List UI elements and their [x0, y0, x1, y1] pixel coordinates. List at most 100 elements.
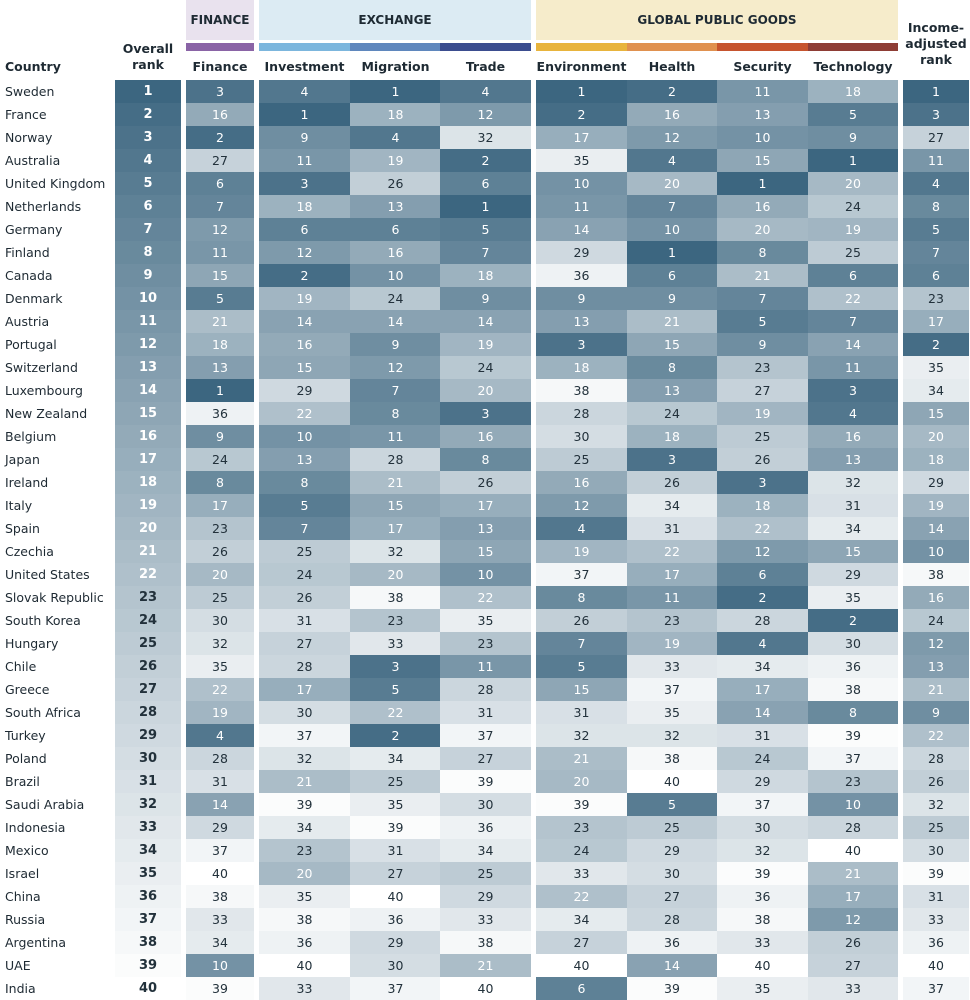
cell-trade: 15: [440, 540, 531, 563]
cell-investment: 15: [259, 356, 350, 379]
cell-finance: 37: [186, 839, 254, 862]
cell-security: 12: [717, 540, 808, 563]
cell-income-adjusted-rank: 39: [903, 862, 969, 885]
cell-finance: 31: [186, 770, 254, 793]
cell-investment: 38: [259, 908, 350, 931]
header-environment: Environment: [536, 59, 627, 74]
cell-income-adjusted-rank: 16: [903, 586, 969, 609]
cell-health: 10: [627, 218, 717, 241]
group-header-global-public-goods: GLOBAL PUBLIC GOODS: [536, 0, 898, 40]
cell-security: 19: [717, 402, 808, 425]
cell-health: 28: [627, 908, 717, 931]
cell-health: 33: [627, 655, 717, 678]
cell-trade: 31: [440, 701, 531, 724]
cell-investment: 12: [259, 241, 350, 264]
cell-income-adjusted-rank: 1: [903, 80, 969, 103]
cell-environment: 35: [536, 149, 627, 172]
cell-health: 4: [627, 149, 717, 172]
cell-income-adjusted-rank: 37: [903, 977, 969, 1000]
group-label-finance: FINANCE: [190, 13, 250, 27]
country-label: India: [5, 981, 36, 996]
cell-technology: 7: [808, 310, 898, 333]
cell-health: 19: [627, 632, 717, 655]
cell-finance: 19: [186, 701, 254, 724]
cell-overall-rank: 14: [115, 379, 181, 402]
header-income-line2: adjusted: [905, 36, 967, 51]
cell-trade: 36: [440, 816, 531, 839]
cell-finance: 39: [186, 977, 254, 1000]
cell-environment: 15: [536, 678, 627, 701]
cell-health: 21: [627, 310, 717, 333]
cell-income-adjusted-rank: 31: [903, 885, 969, 908]
cell-migration: 15: [350, 494, 441, 517]
header-finance: Finance: [192, 59, 248, 74]
cell-finance: 29: [186, 816, 254, 839]
header-overall-line1: Overall: [122, 41, 174, 56]
country-label: Saudi Arabia: [5, 797, 85, 812]
cell-technology: 12: [808, 908, 898, 931]
cell-health: 23: [627, 609, 717, 632]
cell-migration: 14: [350, 310, 441, 333]
cell-income-adjusted-rank: 40: [903, 954, 969, 977]
cell-income-adjusted-rank: 9: [903, 701, 969, 724]
cell-overall-rank: 6: [115, 195, 181, 218]
country-label: Belgium: [5, 429, 57, 444]
cell-income-adjusted-rank: 12: [903, 632, 969, 655]
cell-investment: 34: [259, 816, 350, 839]
cell-trade: 11: [440, 655, 531, 678]
cell-environment: 29: [536, 241, 627, 264]
cell-security: 10: [717, 126, 808, 149]
cell-trade: 8: [440, 448, 531, 471]
cell-overall-rank: 15: [115, 402, 181, 425]
cell-trade: 7: [440, 241, 531, 264]
cell-investment: 22: [259, 402, 350, 425]
cell-finance: 16: [186, 103, 254, 126]
cell-investment: 9: [259, 126, 350, 149]
cell-overall-rank: 38: [115, 931, 181, 954]
cell-finance: 35: [186, 655, 254, 678]
cell-migration: 5: [350, 678, 441, 701]
cell-health: 29: [627, 839, 717, 862]
header-migration: Migration: [361, 59, 430, 74]
cell-investment: 33: [259, 977, 350, 1000]
header-health: Health: [648, 59, 696, 74]
migration-color-bar: [350, 43, 441, 51]
cell-health: 30: [627, 862, 717, 885]
header-technology: Technology: [813, 59, 893, 74]
cell-technology: 38: [808, 678, 898, 701]
cell-overall-rank: 22: [115, 563, 181, 586]
cell-trade: 24: [440, 356, 531, 379]
cell-income-adjusted-rank: 3: [903, 103, 969, 126]
cell-environment: 3: [536, 333, 627, 356]
cell-trade: 6: [440, 172, 531, 195]
country-label: Russia: [5, 912, 46, 927]
cell-technology: 5: [808, 103, 898, 126]
cell-security: 11: [717, 80, 808, 103]
cell-finance: 25: [186, 586, 254, 609]
cell-trade: 35: [440, 609, 531, 632]
cell-investment: 26: [259, 586, 350, 609]
group-label-exchange: EXCHANGE: [358, 13, 432, 27]
cell-environment: 5: [536, 655, 627, 678]
cell-overall-rank: 28: [115, 701, 181, 724]
cell-migration: 19: [350, 149, 441, 172]
cell-finance: 27: [186, 149, 254, 172]
cell-trade: 20: [440, 379, 531, 402]
header-overall-rank: Overall rank: [115, 41, 181, 73]
country-label: Mexico: [5, 843, 49, 858]
header-country: Country: [5, 59, 61, 74]
cell-health: 5: [627, 793, 717, 816]
cell-security: 15: [717, 149, 808, 172]
cell-environment: 12: [536, 494, 627, 517]
cell-security: 9: [717, 333, 808, 356]
cell-health: 31: [627, 517, 717, 540]
cell-migration: 13: [350, 195, 441, 218]
cell-environment: 30: [536, 425, 627, 448]
cell-technology: 27: [808, 954, 898, 977]
cell-environment: 8: [536, 586, 627, 609]
country-label: United States: [5, 567, 90, 582]
cell-migration: 9: [350, 333, 441, 356]
country-label: Brazil: [5, 774, 40, 789]
cell-finance: 22: [186, 678, 254, 701]
cell-health: 14: [627, 954, 717, 977]
